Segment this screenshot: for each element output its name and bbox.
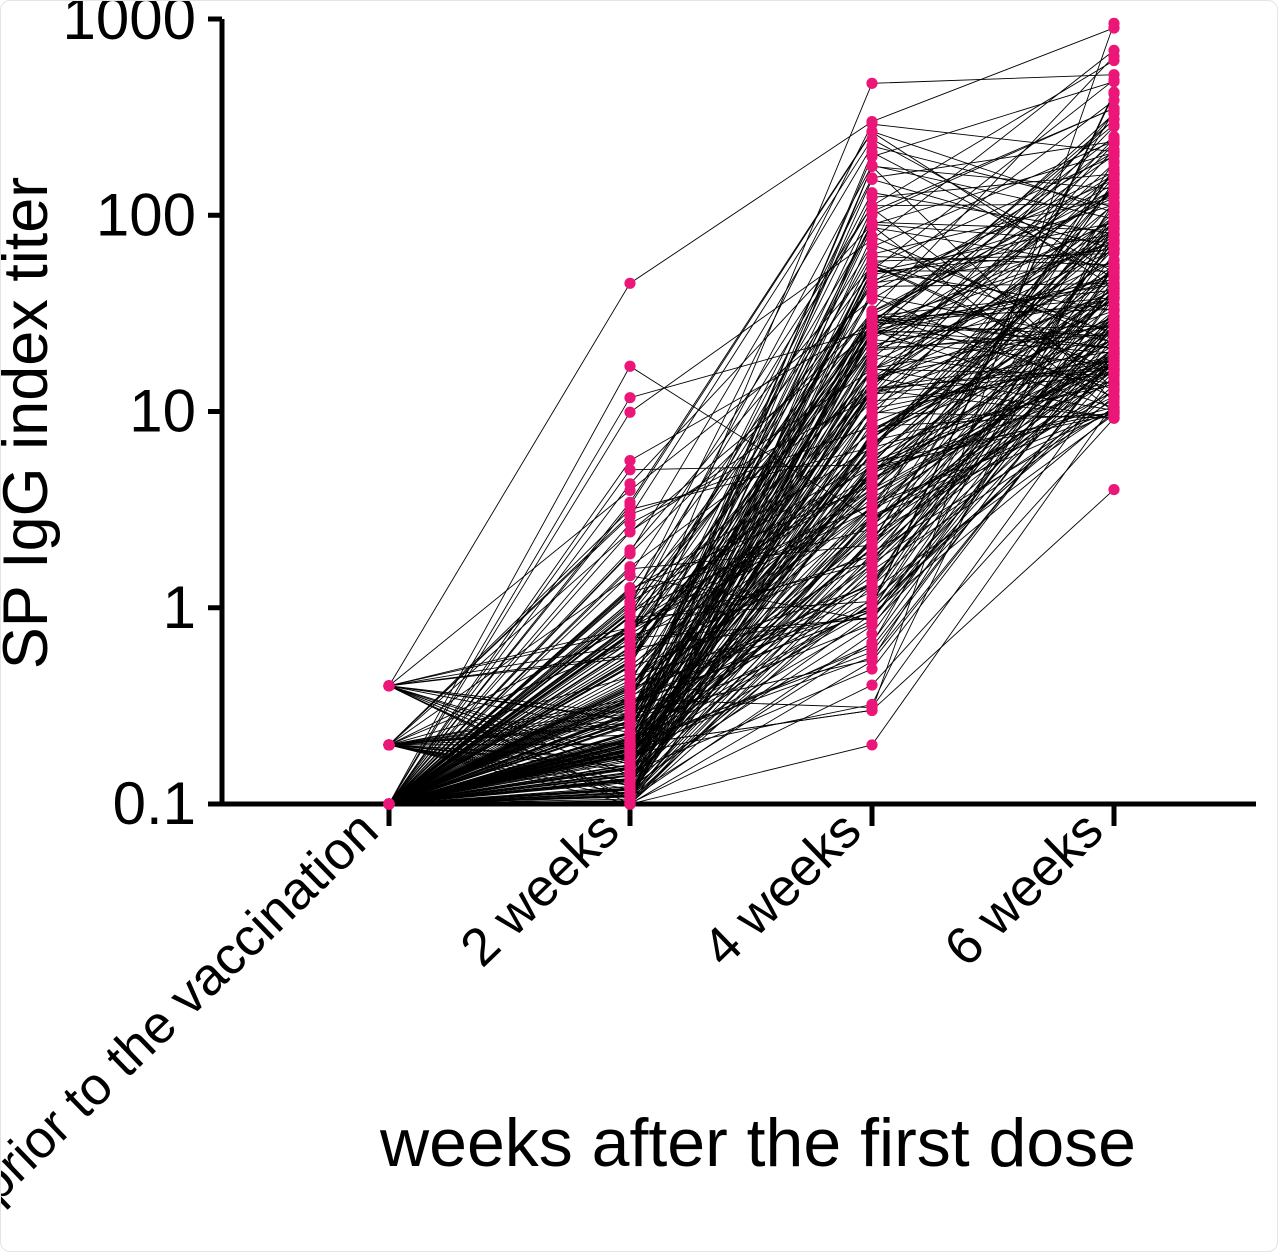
svg-text:prior to the vaccination: prior to the vaccination <box>1 800 389 1213</box>
svg-text:0.1: 0.1 <box>113 770 196 837</box>
svg-text:2 weeks: 2 weeks <box>449 800 630 978</box>
svg-text:6 weeks: 6 weeks <box>933 800 1114 978</box>
svg-text:weeks after the first dose: weeks after the first dose <box>379 1105 1136 1181</box>
svg-text:100: 100 <box>96 181 196 248</box>
svg-text:SP IgG index titer: SP IgG index titer <box>1 177 61 670</box>
svg-text:1000: 1000 <box>63 1 196 52</box>
svg-text:10: 10 <box>129 378 196 445</box>
svg-text:1: 1 <box>163 574 196 641</box>
svg-text:4 weeks: 4 weeks <box>691 800 872 978</box>
